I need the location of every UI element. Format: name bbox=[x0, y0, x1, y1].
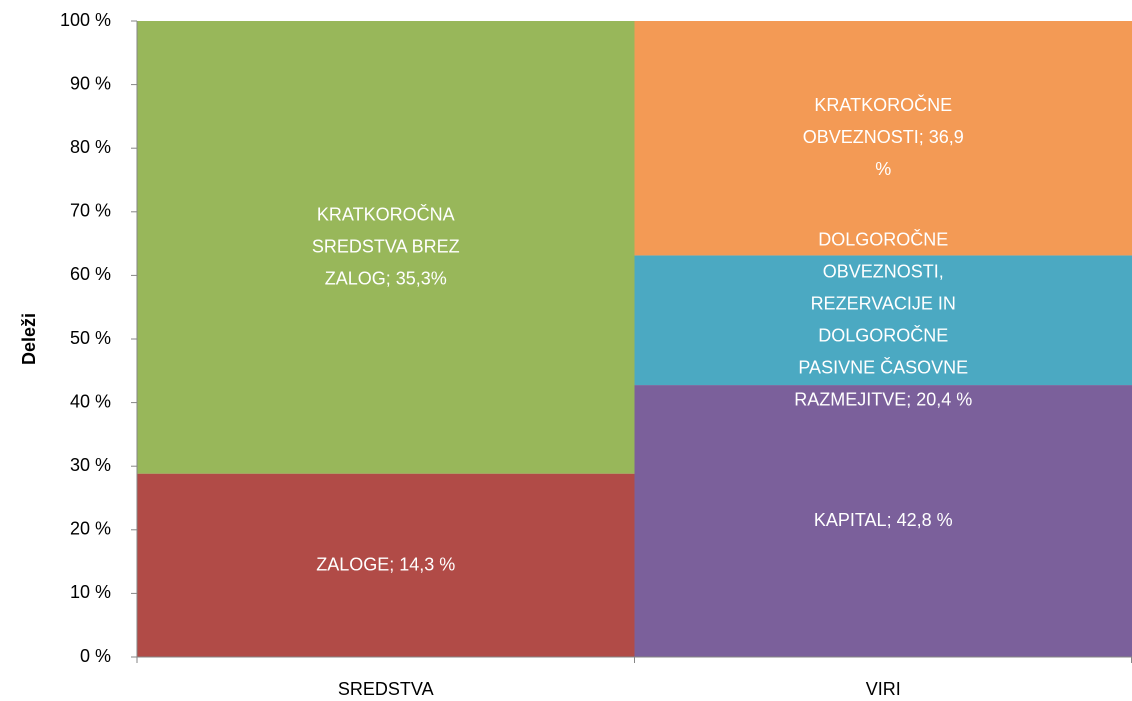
y-tick-label: 70 % bbox=[70, 201, 111, 221]
y-axis-label: Deleži bbox=[19, 313, 39, 365]
data-label: DOLGOROČNE OBVEZNOSTI, REZERVACIJE IN DOLGO… bbox=[794, 228, 972, 409]
x-tick-label: SREDSTVA bbox=[338, 679, 434, 699]
y-tick-label: 90 % bbox=[70, 73, 111, 93]
bars bbox=[137, 21, 1132, 657]
bar-segment bbox=[634, 255, 1132, 386]
data-label: KAPITAL; 42,8 % bbox=[814, 510, 953, 530]
data-label: KRATKOROČNA SREDSTVA BREZ ZALOG; 35,3% bbox=[312, 203, 460, 288]
data-label: KRATKOROČNE OBVEZNOSTI; 36,9% bbox=[803, 94, 964, 179]
bar-segment bbox=[634, 21, 1132, 256]
y-tick-label: 50 % bbox=[70, 328, 111, 348]
y-tick-label: 80 % bbox=[70, 137, 111, 157]
y-tick-label: 100 % bbox=[60, 10, 111, 30]
x-tick-label: VIRI bbox=[866, 679, 901, 699]
y-tick-label: 40 % bbox=[70, 391, 111, 411]
bar-segment bbox=[634, 385, 1132, 657]
bar-segment bbox=[137, 473, 635, 657]
y-tick-label: 10 % bbox=[70, 582, 111, 602]
bar-segment bbox=[137, 21, 635, 474]
data-labels: ZALOGE; 14,3 % KRATKOROČNA SREDSTVA BREZ ZA… bbox=[312, 94, 972, 574]
y-tick-label: 30 % bbox=[70, 455, 111, 475]
y-tick-label: 20 % bbox=[70, 519, 111, 539]
data-label: ZALOGE; 14,3 % bbox=[316, 554, 455, 574]
y-tick-label: 0 % bbox=[80, 646, 111, 666]
y-tick-label: 60 % bbox=[70, 264, 111, 284]
